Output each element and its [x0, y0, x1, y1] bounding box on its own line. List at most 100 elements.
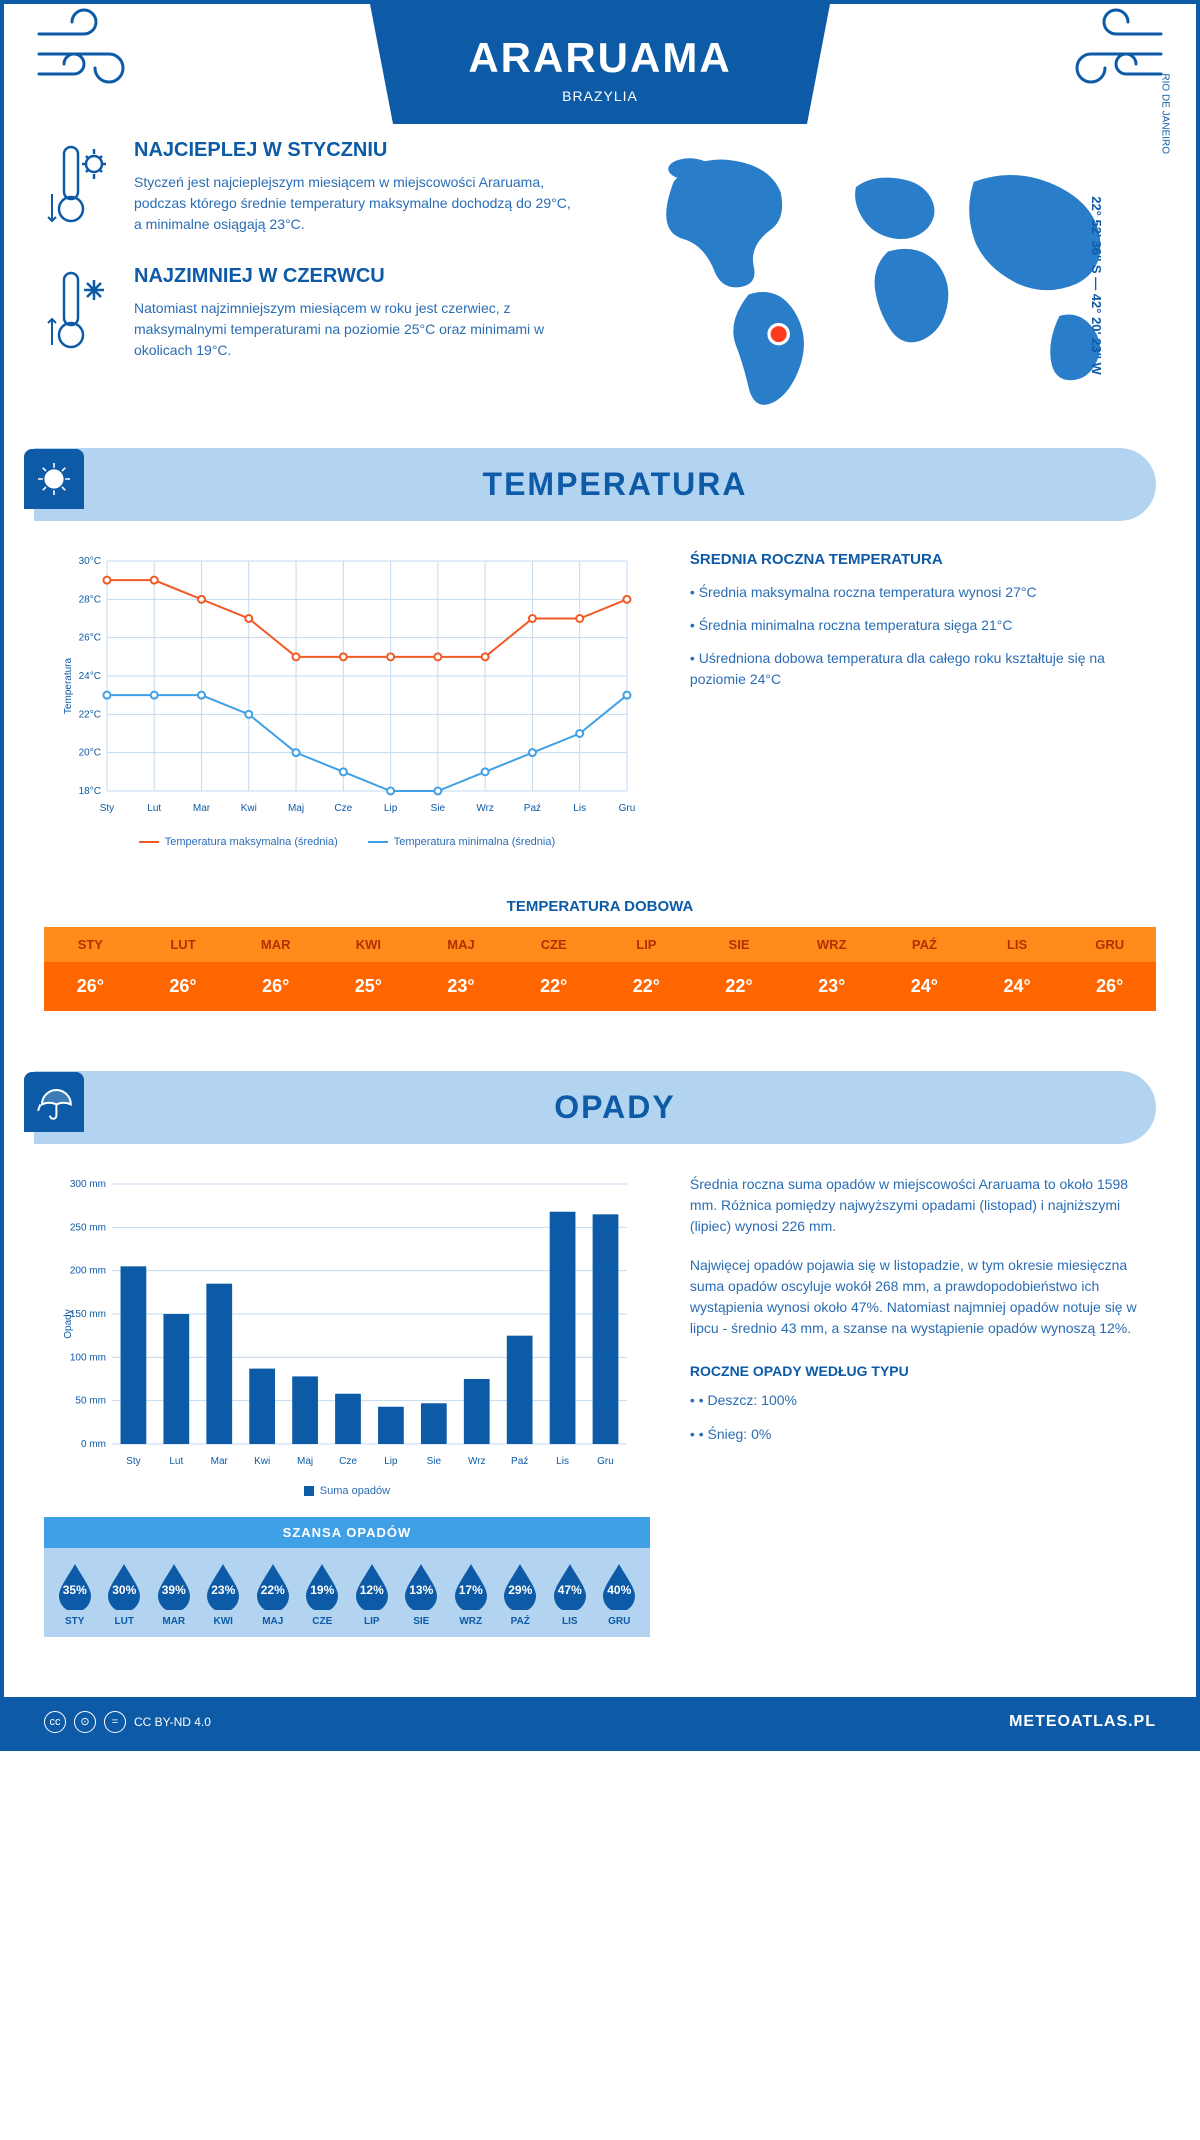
drop-pct: 35%: [63, 1583, 87, 1597]
drop-month: LUT: [100, 1616, 150, 1627]
svg-text:Cze: Cze: [334, 803, 352, 814]
world-map: 22° 52' 36'' S — 42° 20' 23'' W RIO DE J…: [620, 139, 1156, 418]
drop-pct: 17%: [459, 1583, 483, 1597]
drop-pct: 40%: [607, 1583, 631, 1597]
daily-value: 23°: [415, 962, 508, 1011]
precip-type-title: ROCZNE OPADY WEDŁUG TYPU: [690, 1363, 1156, 1379]
svg-text:Sty: Sty: [126, 1456, 140, 1467]
daily-month: LIS: [971, 927, 1064, 962]
svg-text:26°C: 26°C: [79, 632, 101, 643]
umbrella-icon: [24, 1072, 84, 1132]
legend-max: Temperatura maksymalna (średnia): [139, 836, 338, 848]
svg-text:Lut: Lut: [169, 1456, 183, 1467]
chance-drop: 40% GRU: [595, 1562, 645, 1627]
svg-text:Paź: Paź: [524, 803, 541, 814]
daily-value: 26°: [44, 962, 137, 1011]
drop-icon: 39%: [154, 1562, 194, 1610]
temp-side-text: ŚREDNIA ROCZNA TEMPERATURA Średnia maksy…: [690, 551, 1156, 848]
drop-icon: 30%: [104, 1562, 144, 1610]
intro-facts: NAJCIEPLEJ W STYCZNIU Styczeń jest najci…: [44, 139, 580, 418]
svg-text:Wrz: Wrz: [468, 1456, 486, 1467]
daily-value: 26°: [137, 962, 230, 1011]
svg-text:Sty: Sty: [100, 803, 114, 814]
drop-month: KWI: [199, 1616, 249, 1627]
daily-col: KWI25°: [322, 927, 415, 1011]
precip-left: 0 mm50 mm100 mm150 mm200 mm250 mm300 mmS…: [44, 1174, 650, 1637]
svg-text:Cze: Cze: [339, 1456, 357, 1467]
precip-type-item: • Deszcz: 100%: [690, 1389, 1156, 1411]
svg-text:Lip: Lip: [384, 1456, 398, 1467]
chance-drop: 35% STY: [50, 1562, 100, 1627]
daily-value: 25°: [322, 962, 415, 1011]
precip-para-2: Najwięcej opadów pojawia się w listopadz…: [690, 1255, 1156, 1339]
svg-text:Maj: Maj: [288, 803, 304, 814]
precip-para-1: Średnia roczna suma opadów w miejscowośc…: [690, 1174, 1156, 1237]
daily-col: PAŹ24°: [878, 927, 971, 1011]
drop-icon: 17%: [451, 1562, 491, 1610]
daily-value: 22°: [600, 962, 693, 1011]
svg-text:100 mm: 100 mm: [70, 1352, 106, 1363]
daily-value: 24°: [971, 962, 1064, 1011]
cold-fact-text: Natomiast najzimniejszym miesiącem w rok…: [134, 298, 580, 361]
drop-month: SIE: [397, 1616, 447, 1627]
drop-icon: 29%: [500, 1562, 540, 1610]
daily-col: WRZ23°: [785, 927, 878, 1011]
daily-value: 23°: [785, 962, 878, 1011]
temperature-title: TEMPERATURA: [114, 466, 1116, 503]
warm-fact-text: Styczeń jest najcieplejszym miesiącem w …: [134, 172, 580, 235]
drop-month: CZE: [298, 1616, 348, 1627]
daily-col: LIS24°: [971, 927, 1064, 1011]
svg-text:Gru: Gru: [619, 803, 636, 814]
svg-text:Lis: Lis: [573, 803, 586, 814]
chance-drop: 29% PAŹ: [496, 1562, 546, 1627]
svg-text:Lip: Lip: [384, 803, 398, 814]
footer-license: cc ⊙ = CC BY-ND 4.0: [44, 1711, 211, 1733]
intro-section: NAJCIEPLEJ W STYCZNIU Styczeń jest najci…: [4, 99, 1196, 448]
svg-text:Lis: Lis: [556, 1456, 569, 1467]
sun-icon: [24, 449, 84, 509]
svg-text:24°C: 24°C: [79, 671, 101, 682]
drop-icon: 13%: [401, 1562, 441, 1610]
svg-text:50 mm: 50 mm: [75, 1395, 106, 1406]
drop-month: LIS: [545, 1616, 595, 1627]
drop-month: STY: [50, 1616, 100, 1627]
svg-text:30°C: 30°C: [79, 556, 101, 567]
daily-month: STY: [44, 927, 137, 962]
svg-text:Sie: Sie: [431, 803, 446, 814]
chance-drop: 17% WRZ: [446, 1562, 496, 1627]
drop-month: MAR: [149, 1616, 199, 1627]
temperature-section-header: TEMPERATURA: [34, 448, 1156, 521]
svg-text:28°C: 28°C: [79, 594, 101, 605]
daily-col: CZE22°: [507, 927, 600, 1011]
svg-text:200 mm: 200 mm: [70, 1265, 106, 1276]
by-icon: ⊙: [74, 1711, 96, 1733]
daily-month: MAR: [229, 927, 322, 962]
svg-text:Kwi: Kwi: [241, 803, 257, 814]
license-text: CC BY-ND 4.0: [134, 1715, 211, 1729]
svg-text:250 mm: 250 mm: [70, 1222, 106, 1233]
chance-drop: 19% CZE: [298, 1562, 348, 1627]
svg-text:300 mm: 300 mm: [70, 1179, 106, 1190]
svg-text:Sie: Sie: [427, 1456, 442, 1467]
drop-month: GRU: [595, 1616, 645, 1627]
drop-icon: 40%: [599, 1562, 639, 1610]
daily-col: STY26°: [44, 927, 137, 1011]
daily-col: MAJ23°: [415, 927, 508, 1011]
drop-icon: 12%: [352, 1562, 392, 1610]
precip-bar-chart: 0 mm50 mm100 mm150 mm200 mm250 mm300 mmS…: [44, 1174, 650, 1474]
chance-drop: 39% MAR: [149, 1562, 199, 1627]
svg-text:Kwi: Kwi: [254, 1456, 270, 1467]
bar-legend: Suma opadów: [44, 1485, 650, 1497]
wind-icon: [1046, 4, 1166, 99]
precip-section-header: OPADY: [34, 1071, 1156, 1144]
svg-text:18°C: 18°C: [79, 786, 101, 797]
drop-pct: 22%: [261, 1583, 285, 1597]
chance-drop: 30% LUT: [100, 1562, 150, 1627]
svg-text:Maj: Maj: [297, 1456, 313, 1467]
warm-fact: NAJCIEPLEJ W STYCZNIU Styczeń jest najci…: [44, 139, 580, 235]
precip-type-item: • Śnieg: 0%: [690, 1423, 1156, 1445]
temp-side-title: ŚREDNIA ROCZNA TEMPERATURA: [690, 551, 1156, 568]
drop-month: WRZ: [446, 1616, 496, 1627]
daily-col: SIE22°: [693, 927, 786, 1011]
daily-month: LUT: [137, 927, 230, 962]
